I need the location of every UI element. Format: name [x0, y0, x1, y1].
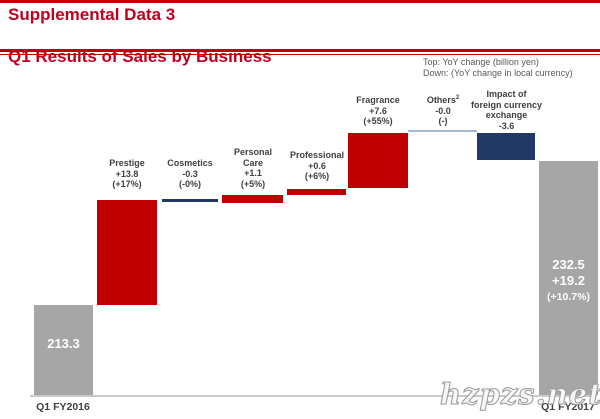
step-name: Professional [289, 150, 345, 160]
step-change: +0.6 [308, 160, 326, 171]
bar-personal-care [222, 195, 283, 203]
axis-label-q1fy2016: Q1 FY2016 [36, 401, 90, 413]
step-name: Fragrance [356, 95, 400, 105]
title-underline-thick [0, 49, 600, 52]
q1fy2017-yoy-change: +19.2 [552, 273, 585, 288]
step-change: +1.1 [244, 168, 262, 178]
bar-prestige [97, 200, 157, 305]
step-label-personal-care: Personal Care +1.1 (+5%) [217, 147, 289, 189]
top-rule [0, 0, 600, 3]
step-label-cosmetics: Cosmetics -0.3 (-0%) [154, 158, 226, 190]
bar-cosmetics [162, 199, 218, 202]
q1fy2017-yoy-pct: (+10.7%) [547, 291, 590, 303]
step-pct: (-0%) [179, 179, 201, 189]
step-name: Others [426, 95, 456, 105]
legend-note: Top: YoY change (billion yen) Down: (YoY… [423, 57, 573, 79]
bar-others [408, 130, 477, 132]
bar-q1fy2016-total [34, 305, 93, 395]
q1fy2017-value: 232.5 [552, 257, 585, 272]
step-change: +7.6 [369, 105, 387, 116]
x-axis-line [30, 395, 597, 397]
step-label-fx-impact: Impact of foreign currency exchange -3.6 [460, 89, 553, 131]
watermark: hzpzs.net [440, 377, 600, 412]
q1fy2017-value-block: 232.5 +19.2 (+10.7%) [539, 257, 598, 305]
bar-fx-impact [477, 133, 535, 160]
step-label-professional: Professional +0.6 (+6%) [281, 150, 353, 182]
bar-professional [287, 189, 346, 195]
step-label-fragrance: Fragrance +7.6 (+55%) [342, 95, 414, 127]
step-change: -0.0 [435, 105, 451, 116]
step-pct: (+17%) [112, 179, 142, 189]
step-pct: (+6%) [304, 171, 330, 181]
legend-note-line2: Down: (YoY change in local currency) [423, 68, 573, 78]
step-label-others: Others2 -0.0 (-) [407, 93, 479, 127]
footnote-marker: 2 [455, 95, 460, 101]
step-label-prestige: Prestige +13.8 (+17%) [91, 158, 163, 190]
step-change: -3.6 [498, 120, 515, 131]
slide-title: Supplemental Data 3 Q1 Results of Sales … [8, 4, 272, 67]
step-change: -0.3 [182, 168, 198, 179]
step-name: Cosmetics [167, 158, 213, 168]
step-pct: (-) [438, 116, 448, 126]
step-pct: (+5%) [240, 178, 266, 189]
step-name: Personal Care [233, 147, 273, 168]
title-line1: Supplemental Data 3 [8, 5, 176, 24]
title-underline-thin [0, 54, 600, 55]
legend-note-line1: Top: YoY change (billion yen) [423, 57, 539, 67]
step-name: Prestige [109, 158, 145, 168]
axis-label-q1fy2017: Q1 FY2017 [541, 401, 595, 413]
bar-q1fy2017-total [539, 161, 598, 395]
step-pct: (+55%) [363, 116, 393, 126]
step-change: +13.8 [115, 168, 139, 179]
q1fy2016-value: 213.3 [47, 336, 80, 351]
bar-fragrance [348, 133, 408, 188]
step-name: Impact of foreign currency exchange [470, 89, 543, 120]
